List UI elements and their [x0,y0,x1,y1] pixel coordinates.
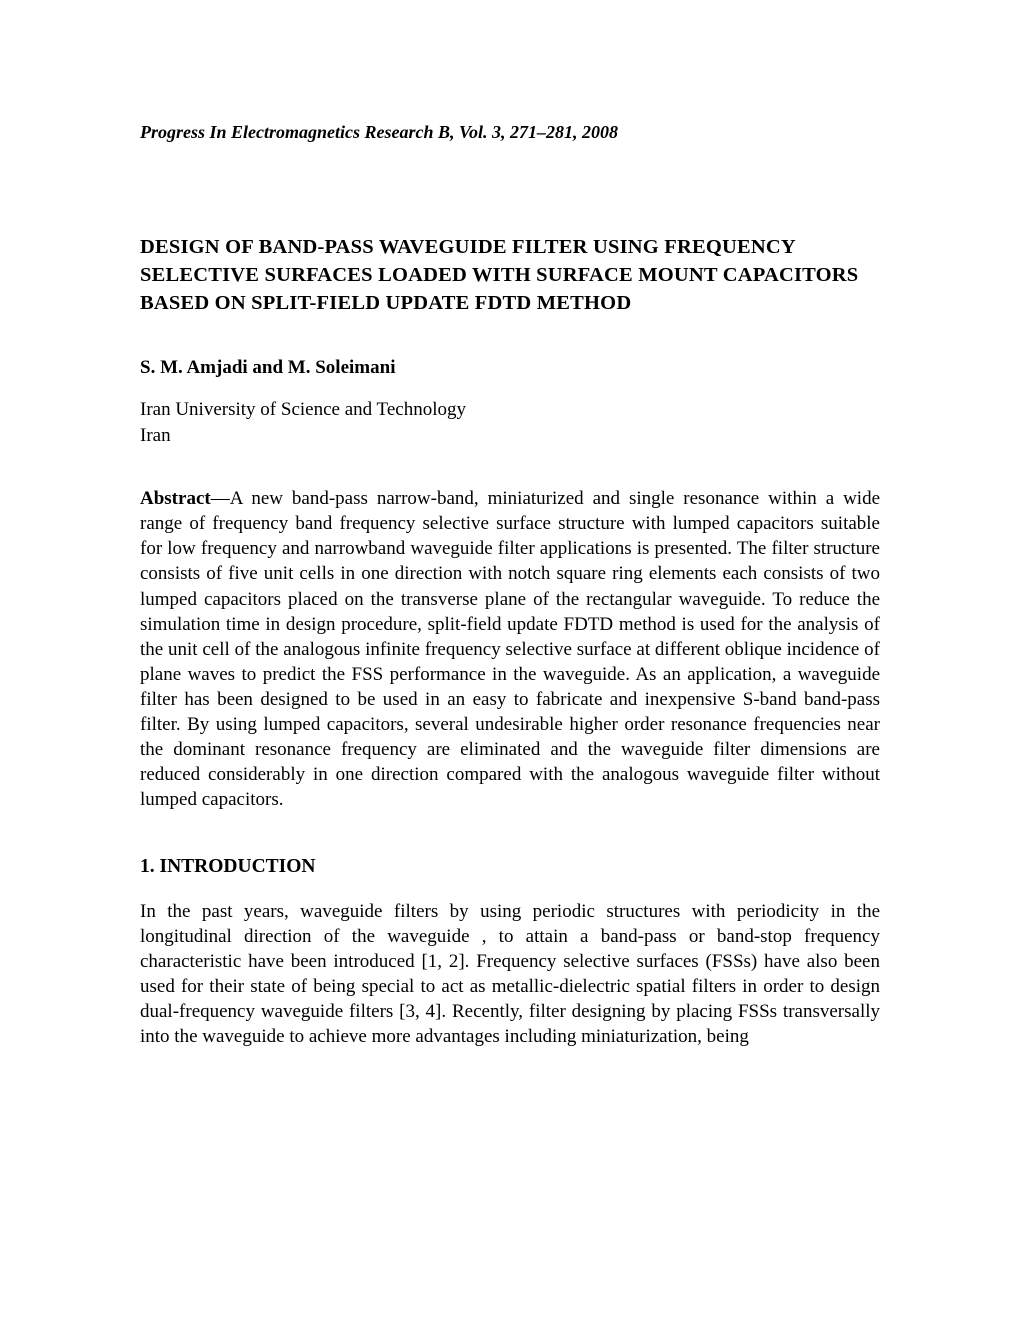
abstract-label: Abstract [140,488,211,509]
affiliation: Iran University of Science and Technolog… [140,397,880,448]
section-1-body: In the past years, waveguide filters by … [140,899,880,1049]
affiliation-line-2: Iran [140,423,880,449]
section-1-heading: 1. INTRODUCTION [140,854,880,880]
authors: S. M. Amjadi and M. Soleimani [140,355,880,381]
affiliation-line-1: Iran University of Science and Technolog… [140,397,880,423]
journal-header: Progress In Electromagnetics Research B,… [140,120,880,144]
abstract-text: —A new band-pass narrow-band, miniaturiz… [140,488,880,810]
paper-title: DESIGN OF BAND-PASS WAVEGUIDE FILTER USI… [140,234,880,317]
abstract-block: Abstract—A new band-pass narrow-band, mi… [140,486,880,812]
